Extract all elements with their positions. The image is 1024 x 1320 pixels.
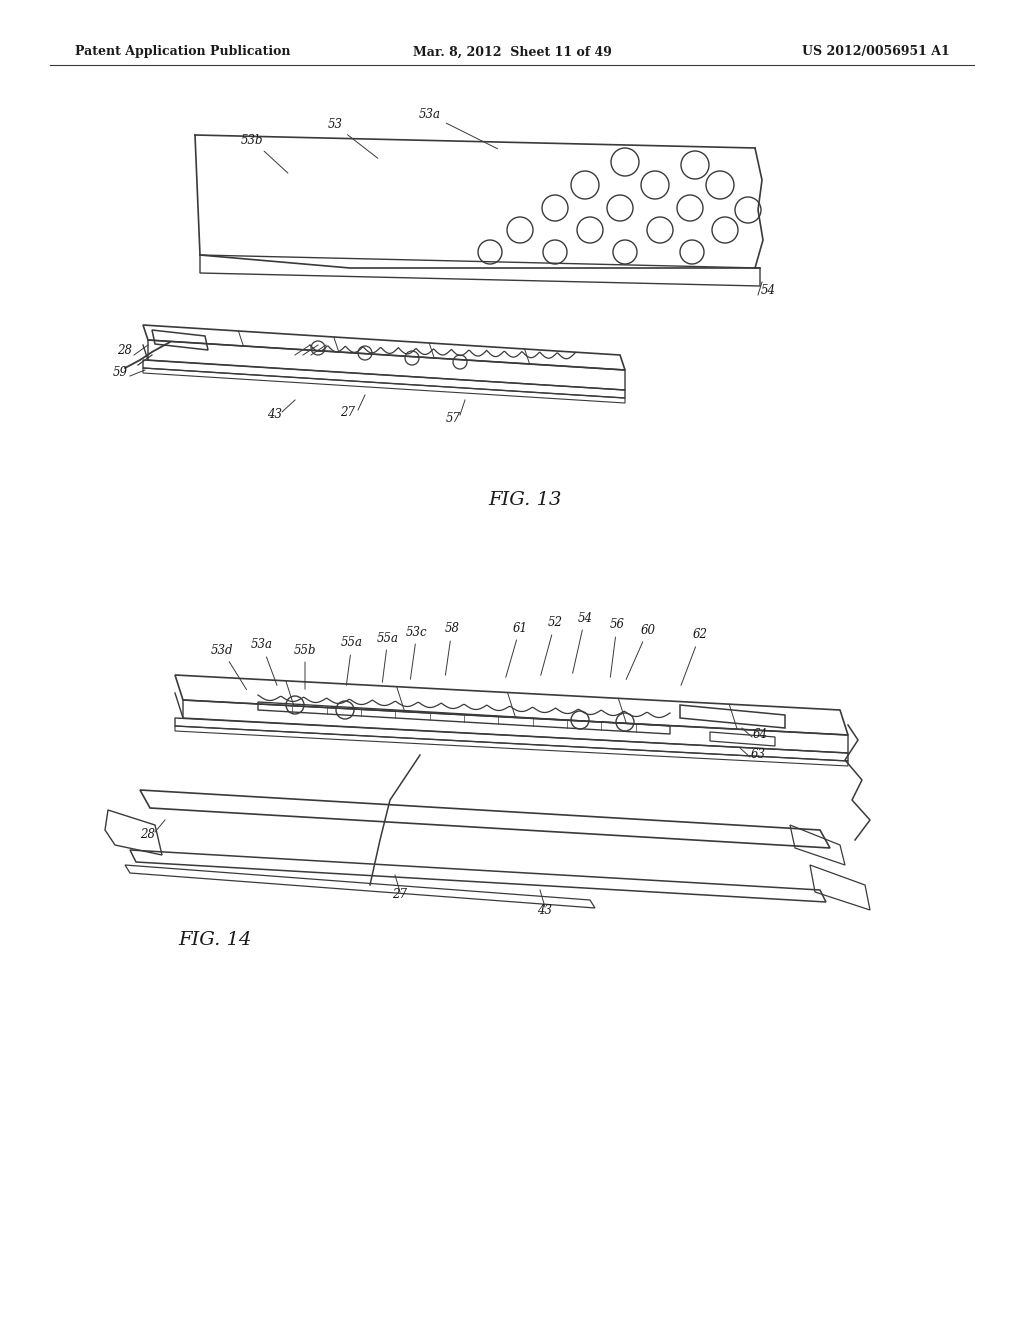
- Text: 54: 54: [761, 284, 775, 297]
- Text: US 2012/0056951 A1: US 2012/0056951 A1: [802, 45, 950, 58]
- Text: 43: 43: [267, 408, 283, 421]
- Text: 54: 54: [572, 611, 593, 673]
- Text: 53d: 53d: [211, 644, 247, 689]
- Text: 57: 57: [445, 412, 461, 425]
- Text: 58: 58: [444, 623, 460, 676]
- Text: 59: 59: [113, 367, 128, 380]
- Text: 27: 27: [392, 888, 408, 902]
- Text: 56: 56: [609, 619, 625, 677]
- Text: 53a: 53a: [251, 639, 278, 685]
- Text: 28: 28: [140, 829, 156, 842]
- Text: 43: 43: [538, 903, 553, 916]
- Text: 53: 53: [328, 119, 378, 158]
- Text: 55a: 55a: [341, 636, 362, 685]
- Text: 60: 60: [626, 623, 655, 680]
- Text: Mar. 8, 2012  Sheet 11 of 49: Mar. 8, 2012 Sheet 11 of 49: [413, 45, 611, 58]
- Text: 53a: 53a: [419, 108, 498, 149]
- Text: Patent Application Publication: Patent Application Publication: [75, 45, 291, 58]
- Text: 27: 27: [341, 407, 355, 420]
- Text: 55a: 55a: [377, 631, 399, 682]
- Text: 61: 61: [506, 622, 527, 677]
- Text: 62: 62: [681, 628, 708, 685]
- Text: 53b: 53b: [241, 133, 288, 173]
- Text: 53c: 53c: [407, 626, 428, 680]
- Text: FIG. 13: FIG. 13: [488, 491, 562, 510]
- Text: 55b: 55b: [294, 644, 316, 689]
- Text: FIG. 14: FIG. 14: [178, 931, 252, 949]
- Text: 52: 52: [541, 616, 562, 676]
- Text: 63: 63: [751, 748, 766, 762]
- Text: 64: 64: [753, 729, 768, 742]
- Text: 28: 28: [118, 343, 132, 356]
